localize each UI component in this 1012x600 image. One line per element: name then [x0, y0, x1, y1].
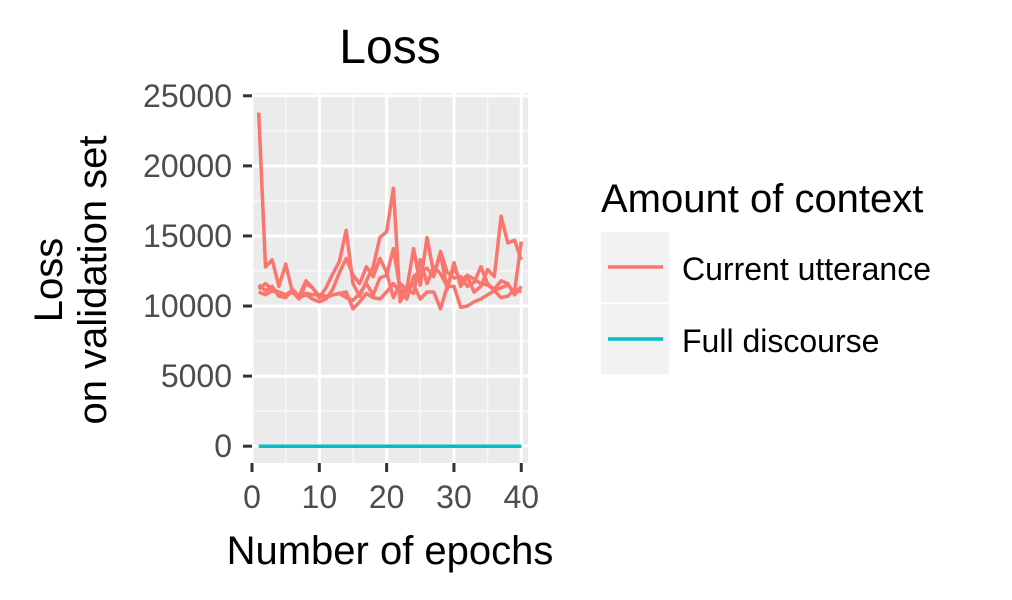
y-tick-label: 10000 — [143, 288, 232, 324]
x-tick-label: 10 — [302, 479, 338, 515]
y-tick-label: 5000 — [161, 358, 232, 394]
x-tick-label: 30 — [436, 479, 472, 515]
y-axis-title-line-1: Loss — [27, 238, 71, 323]
x-tick-label: 0 — [243, 479, 261, 515]
x-tick-label: 40 — [503, 479, 539, 515]
series-line-current-utterance-4 — [258, 256, 523, 304]
y-tick-label: 25000 — [143, 78, 232, 114]
x-axis-title: Number of epochs — [227, 529, 554, 573]
y-tick-label: 20000 — [143, 148, 232, 184]
axis-layer: 0 10 20 30 40 0 5000 10000 15000 20000 25000 — [143, 78, 539, 515]
y-axis-title: Loss on validation set — [27, 135, 115, 424]
y-tick-label: 15000 — [143, 218, 232, 254]
legend-label-full-discourse: Full discourse — [682, 323, 879, 359]
y-axis-title-line-2: on validation set — [71, 135, 115, 424]
series-layer — [256, 112, 524, 448]
x-tick-label: 20 — [369, 479, 405, 515]
plot-panel — [252, 93, 528, 463]
legend: Amount of context Current utterance Full… — [601, 177, 931, 374]
legend-label-current-utterance: Current utterance — [682, 251, 931, 287]
chart-title: Loss — [339, 21, 440, 74]
y-tick-label: 0 — [214, 428, 232, 464]
legend-title: Amount of context — [601, 177, 923, 221]
